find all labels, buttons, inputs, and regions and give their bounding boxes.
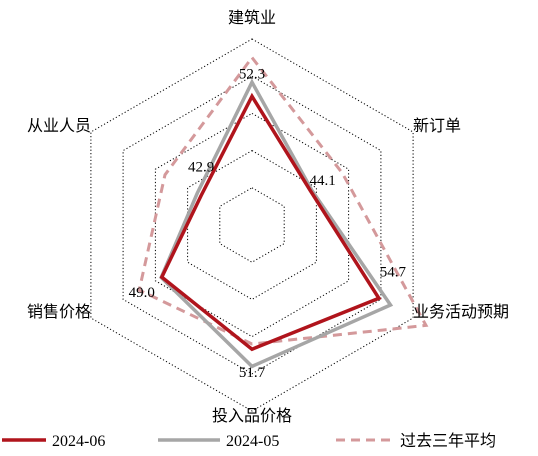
data-label: 42.9 <box>188 160 214 176</box>
legend: 2024-06 2024-05 过去三年平均 <box>2 431 496 450</box>
axis-label: 投入品价格 <box>212 406 292 425</box>
legend-label: 2024-06 <box>52 433 105 450</box>
grid-ring <box>90 38 414 412</box>
series-line-1 <box>159 92 382 352</box>
series-line-2 <box>159 78 394 369</box>
radar-series <box>137 55 429 369</box>
grid-ring <box>122 75 382 375</box>
axis-label: 销售价格 <box>27 302 91 321</box>
legend-label: 2024-05 <box>226 433 279 450</box>
axis-label: 建筑业 <box>228 8 276 27</box>
data-label: 52.3 <box>239 66 265 82</box>
axis-label: 从业人员 <box>27 116 91 135</box>
data-label: 44.1 <box>309 173 335 189</box>
data-label: 54.7 <box>380 264 407 280</box>
data-label: 51.7 <box>239 365 266 381</box>
series-line-3 <box>137 55 429 346</box>
data-labels: 52.3 44.1 54.7 51.7 49.0 42.9 <box>129 66 407 381</box>
axis-label: 业务活动预期 <box>413 302 509 321</box>
data-label: 49.0 <box>129 285 155 301</box>
radar-grid <box>90 38 414 412</box>
grid-ring <box>219 187 285 263</box>
legend-label: 过去三年平均 <box>400 431 496 450</box>
axis-label: 新订单 <box>413 116 461 135</box>
grid-ring <box>154 112 350 338</box>
